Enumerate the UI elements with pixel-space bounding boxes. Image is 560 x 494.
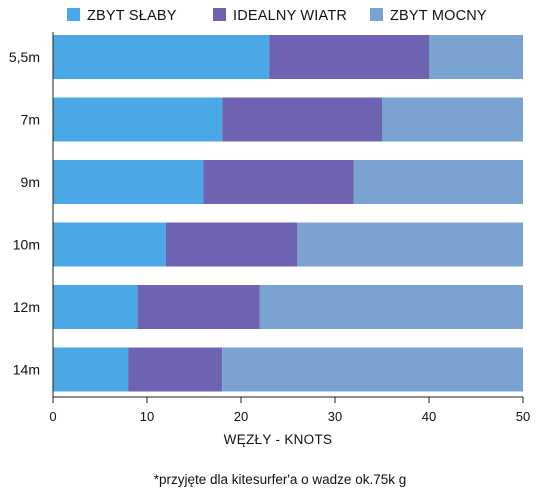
x-tick-label: 50 bbox=[516, 409, 530, 424]
bar-segment bbox=[353, 160, 523, 204]
bar-segment bbox=[53, 222, 166, 267]
legend-swatch bbox=[67, 8, 80, 21]
bar-segment bbox=[429, 35, 523, 79]
category-label: 14m bbox=[13, 362, 40, 378]
chart-footnote: *przyjęte dla kitesurfer'a o wadze ok.75… bbox=[154, 472, 406, 487]
bar-segment bbox=[222, 97, 382, 142]
bar-segment bbox=[297, 222, 523, 267]
category-labels: 5,5m 7m 9m 10m 12m 14m bbox=[9, 49, 40, 378]
bar-segment bbox=[222, 347, 523, 392]
x-tick-label: 40 bbox=[422, 409, 436, 424]
category-label: 7m bbox=[21, 112, 40, 128]
bar-segment bbox=[53, 160, 204, 204]
x-tick-label: 20 bbox=[234, 409, 248, 424]
category-label: 5,5m bbox=[9, 49, 40, 65]
bar-segment bbox=[259, 285, 523, 329]
x-tick-label: 10 bbox=[140, 409, 154, 424]
x-tick-label: 30 bbox=[328, 409, 342, 424]
x-axis: 0 10 20 30 40 50 bbox=[49, 32, 530, 424]
chart-legend: ZBYT SŁABY IDEALNY WIATR ZBYT MOCNY bbox=[67, 8, 487, 24]
x-tick-label: 0 bbox=[49, 409, 56, 424]
legend-swatch bbox=[213, 8, 226, 21]
legend-label: ZBYT SŁABY bbox=[87, 8, 177, 24]
bar-segment bbox=[53, 97, 223, 142]
bar-segment bbox=[128, 347, 223, 392]
category-label: 9m bbox=[21, 174, 40, 190]
bar-segment bbox=[203, 160, 354, 204]
bars-area bbox=[53, 35, 523, 392]
bar-segment bbox=[137, 285, 260, 329]
legend-label: IDEALNY WIATR bbox=[233, 8, 347, 24]
legend-label: ZBYT MOCNY bbox=[390, 8, 487, 24]
bar-segment bbox=[382, 97, 523, 142]
x-axis-title: WĘZŁY - KNOTS bbox=[224, 432, 333, 447]
bar-segment bbox=[53, 347, 129, 392]
bar-segment bbox=[269, 35, 429, 79]
category-label: 10m bbox=[13, 237, 40, 253]
bar-segment bbox=[53, 35, 270, 79]
bar-segment bbox=[165, 222, 298, 267]
bar-segment bbox=[53, 285, 138, 329]
legend-swatch bbox=[370, 8, 383, 21]
category-label: 12m bbox=[13, 299, 40, 315]
